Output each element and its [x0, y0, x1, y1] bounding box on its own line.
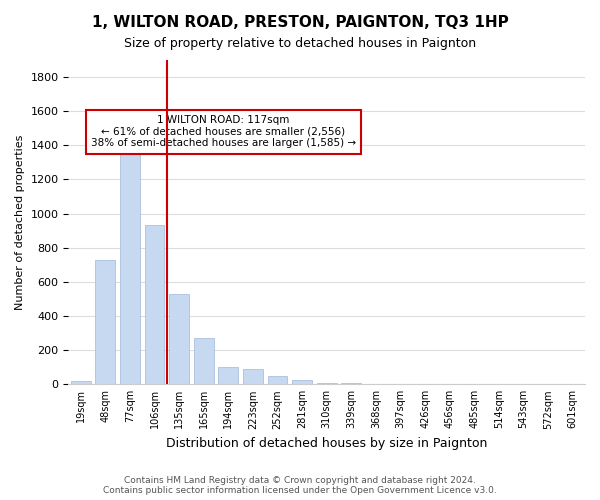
- Bar: [218, 366, 238, 384]
- Bar: [145, 224, 164, 384]
- Bar: [120, 142, 140, 384]
- Text: Contains HM Land Registry data © Crown copyright and database right 2024.
Contai: Contains HM Land Registry data © Crown c…: [103, 476, 497, 495]
- X-axis label: Distribution of detached houses by size in Paignton: Distribution of detached houses by size …: [166, 437, 487, 450]
- Bar: [243, 369, 263, 384]
- Bar: [95, 260, 115, 384]
- Text: 1 WILTON ROAD: 117sqm
← 61% of detached houses are smaller (2,556)
38% of semi-d: 1 WILTON ROAD: 117sqm ← 61% of detached …: [91, 115, 356, 148]
- Bar: [317, 382, 337, 384]
- Bar: [292, 380, 312, 384]
- Y-axis label: Number of detached properties: Number of detached properties: [15, 134, 25, 310]
- Text: 1, WILTON ROAD, PRESTON, PAIGNTON, TQ3 1HP: 1, WILTON ROAD, PRESTON, PAIGNTON, TQ3 1…: [92, 15, 508, 30]
- Bar: [71, 381, 91, 384]
- Bar: [194, 338, 214, 384]
- Bar: [268, 376, 287, 384]
- Text: Size of property relative to detached houses in Paignton: Size of property relative to detached ho…: [124, 38, 476, 51]
- Bar: [169, 294, 189, 384]
